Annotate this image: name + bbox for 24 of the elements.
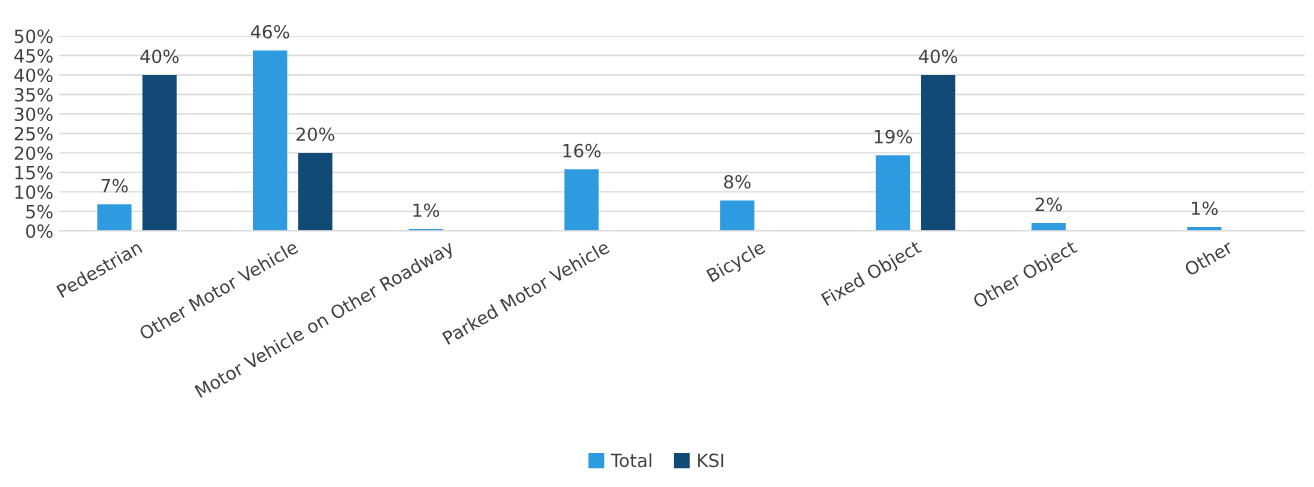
data-label: 1% <box>1192 201 1218 216</box>
data-label: 1% <box>413 203 440 218</box>
data-label: 40% <box>140 49 179 64</box>
y-tick-label: 25% <box>14 126 53 141</box>
legend-label: KSI <box>698 453 724 468</box>
data-label: 2% <box>1035 197 1062 212</box>
data-label: 7% <box>101 178 128 193</box>
y-tick-label: 30% <box>14 107 53 122</box>
y-tick-label: 35% <box>14 87 53 102</box>
data-label: 46% <box>250 24 290 39</box>
y-tick-label: 10% <box>15 185 53 199</box>
y-tick-label: 45% <box>14 48 53 63</box>
y-tick-label: 0% <box>26 224 53 238</box>
y-tick-label: 50% <box>14 29 53 44</box>
data-label: 20% <box>296 127 335 142</box>
y-tick-label: 40% <box>14 68 53 83</box>
y-tick-label: 15% <box>15 165 53 180</box>
legend-label: Total <box>610 453 652 468</box>
data-label: 8% <box>724 174 751 189</box>
data-label: 19% <box>874 129 913 144</box>
y-tick-label: 5% <box>26 204 53 219</box>
data-label: 40% <box>918 49 958 64</box>
y-tick-label: 20% <box>14 146 53 161</box>
data-label: 16% <box>563 143 601 158</box>
